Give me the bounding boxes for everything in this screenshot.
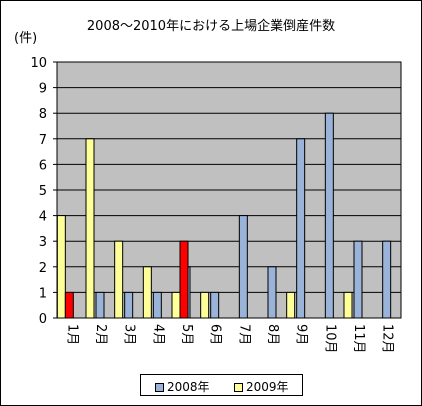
x-tick-label: 2月 [93,324,108,345]
bar-2009年-6月 [200,291,210,319]
bar-2008年-6月 [210,291,220,319]
bar-2009年-11月 [343,291,353,319]
legend-item-2009: 2009年 [234,378,289,395]
x-tick-label: 6月 [208,324,223,345]
y-axis-unit-label: (件) [14,31,38,46]
x-tick-label: 1月 [64,324,79,345]
y-tick-label: 0 [39,312,47,327]
legend-swatch-2009 [234,383,243,392]
legend-swatch-2008 [155,383,164,392]
y-tick-label: 6 [39,158,47,173]
y-tick-label: 3 [39,235,47,250]
y-tick-label: 4 [39,210,47,225]
x-tick-label: 8月 [265,324,280,345]
bar-2008年-9月 [296,138,306,319]
legend-item-2008: 2008年 [155,378,210,395]
y-tick-label: 5 [39,184,47,199]
bar-series-2-5月 [179,240,189,319]
bar-2009年-1月 [56,215,66,319]
x-tick-label: 4月 [150,324,165,345]
chart-legend: 2008年 2009年 [140,374,303,396]
y-tick-label: 8 [39,107,47,122]
bar-2008年-11月 [353,240,363,319]
legend-label-2009: 2009年 [246,380,289,394]
x-tick-label: 5月 [179,324,194,345]
bar-2008年-4月 [152,291,162,319]
bar-2008年-7月 [238,215,248,319]
chart-title: 2008～2010年における上場企業倒産件数 [86,19,336,34]
x-tick-label: 10月 [322,324,337,354]
bar-2009年-9月 [286,291,296,319]
x-tick-label: 12月 [380,324,395,354]
y-tick-label: 7 [39,133,47,148]
y-tick-label: 10 [30,56,47,71]
legend-label-2008: 2008年 [167,380,210,394]
x-tick-label: 3月 [122,324,137,345]
bar-2008年-3月 [124,291,134,319]
bar-2008年-8月 [267,266,277,319]
x-tick-label: 11月 [351,324,366,354]
bar-2009年-3月 [114,240,124,319]
bar-2008年-2月 [95,291,105,319]
bar-series-2-1月 [64,291,74,319]
bar-2009年-4月 [142,266,152,319]
y-tick-label: 9 [39,82,47,97]
bar-chart: 0 1 2 3 4 5 6 7 8 9 10 1月 2月 3月 4月 5月 6月 7月 8月 9月 10月 11月 12月 [30,56,402,354]
y-tick-label: 2 [39,261,47,276]
bar-2008年-10月 [324,112,334,319]
bar-2008年-12月 [382,240,392,319]
bar-2009年-5月 [171,291,181,319]
bar-2009年-2月 [85,138,95,319]
x-tick-label: 9月 [294,324,309,345]
y-tick-label: 1 [39,286,47,301]
x-tick-label: 7月 [236,324,251,345]
